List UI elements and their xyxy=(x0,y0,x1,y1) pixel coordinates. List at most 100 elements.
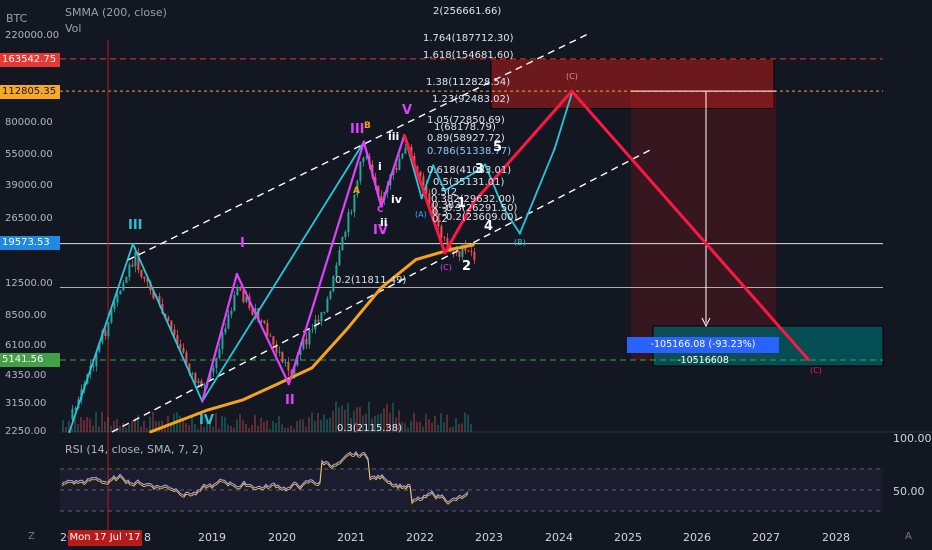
candle-body xyxy=(110,309,113,323)
price-tick: 39000.00 xyxy=(5,180,53,191)
volume-bar xyxy=(296,421,298,432)
candle-body xyxy=(284,361,287,363)
volume-bar xyxy=(206,420,208,432)
volume-bar xyxy=(317,413,319,432)
smma-series-point xyxy=(472,243,475,247)
volume-bar xyxy=(209,418,211,432)
volume-legend[interactable]: Vol xyxy=(65,22,82,35)
volume-bar xyxy=(338,407,340,432)
wave-label-II-magenta: II xyxy=(285,393,295,408)
wave-label-ii: ii xyxy=(380,216,388,229)
candle-body xyxy=(158,296,161,305)
time-tick: 2025 xyxy=(614,531,642,544)
wave-label-C-end: (C) xyxy=(810,366,822,375)
volume-bar xyxy=(125,427,127,432)
wave-label-C-magenta: C xyxy=(377,205,384,215)
volume-bar xyxy=(350,418,352,432)
volume-bar xyxy=(455,418,457,432)
fib-label: 0.5(2 xyxy=(431,187,458,198)
candle-body xyxy=(197,380,200,383)
candle-body xyxy=(179,344,182,348)
candle-body xyxy=(95,351,98,367)
volume-bar xyxy=(422,426,424,432)
time-tick: 2020 xyxy=(268,531,296,544)
cyan-wave-series-point xyxy=(472,171,475,175)
candle-body xyxy=(170,320,173,330)
volume-bar xyxy=(149,416,151,432)
price-tick: 12500.00 xyxy=(5,278,53,289)
wave-label-B-blue: (B) xyxy=(514,238,526,247)
volume-bar xyxy=(290,425,292,432)
auto-scale-button[interactable]: A xyxy=(905,531,912,542)
magenta-wave-series-point xyxy=(235,272,239,276)
volume-bar xyxy=(413,412,415,432)
wave-label-B-orange: B xyxy=(364,121,371,131)
fib-label: 1.05(72850.69) xyxy=(427,115,505,126)
rsi-line xyxy=(61,450,469,503)
candle-body xyxy=(311,329,314,331)
volume-bar xyxy=(119,426,121,432)
volume-bar xyxy=(335,401,337,432)
candle-body xyxy=(152,290,155,299)
volume-bar xyxy=(80,417,82,432)
smma-legend[interactable]: SMMA (200, close) xyxy=(65,6,167,19)
volume-bar xyxy=(86,416,88,432)
volume-bar xyxy=(248,427,250,432)
smma-series-point xyxy=(449,248,452,251)
volume-bar xyxy=(251,424,253,432)
symbol-label[interactable]: BTC xyxy=(6,12,28,25)
candle-body xyxy=(365,156,368,158)
candle-body xyxy=(230,310,233,315)
volume-bar xyxy=(329,417,331,432)
volume-bar xyxy=(92,425,94,432)
measure-label[interactable]: -105166.08 (-93.23%) -10516608 xyxy=(627,337,779,366)
candle-body xyxy=(167,317,170,321)
volume-bar xyxy=(107,416,109,432)
fib-label: 0.3(2115.38) xyxy=(337,423,403,434)
fib-label: 0.3(26291.50) xyxy=(446,203,518,214)
candle-body xyxy=(347,212,350,232)
cyan-wave-series-point xyxy=(420,196,423,200)
candle-body xyxy=(92,366,95,368)
rsi-tick: 50.00 xyxy=(893,485,925,498)
price-flag-red[interactable]: 163542.75 xyxy=(0,53,60,67)
candle-body xyxy=(233,295,236,311)
volume-bar xyxy=(389,412,391,432)
candle-body xyxy=(467,250,470,252)
volume-bar xyxy=(242,420,244,432)
candle-body xyxy=(209,372,212,381)
rsi-legend[interactable]: RSI (14, close, SMA, 7, 2) xyxy=(65,443,204,456)
candle-body xyxy=(119,290,122,295)
price-flag-green[interactable]: 5141.56 xyxy=(0,353,60,367)
cyan-wave-series-point xyxy=(484,163,487,166)
volume-bar xyxy=(419,421,421,432)
candle-body xyxy=(245,296,248,303)
volume-bar xyxy=(461,423,463,432)
candle-body xyxy=(71,409,74,420)
candle-body xyxy=(398,158,401,170)
wave-label-III-magenta: III xyxy=(350,122,365,137)
volume-bar xyxy=(302,419,304,432)
volume-bar xyxy=(281,424,283,432)
price-tick: 6100.00 xyxy=(5,340,47,351)
time-tick-partial: 8 xyxy=(144,531,151,544)
candle-body xyxy=(302,338,305,349)
volume-bar xyxy=(440,413,442,432)
volume-bar xyxy=(458,424,460,432)
timezone-button[interactable]: Z xyxy=(28,531,35,542)
red-projection-series-point xyxy=(807,358,810,362)
fib-label: 0.618(41083.01) xyxy=(427,165,512,176)
volume-bar xyxy=(68,421,70,432)
candle-body xyxy=(338,250,341,266)
candle-body xyxy=(425,186,428,194)
volume-bar xyxy=(62,420,64,432)
volume-bar xyxy=(407,427,409,432)
price-flag-yellow[interactable]: 112805.35 xyxy=(0,85,60,99)
volume-bar xyxy=(218,428,220,432)
volume-bar xyxy=(404,423,406,432)
price-flag-blue[interactable]: 19573.53 xyxy=(0,236,60,250)
fib-label: 0.382(29632.00) xyxy=(431,194,516,205)
candle-body xyxy=(332,276,335,292)
volume-bar xyxy=(230,425,232,432)
